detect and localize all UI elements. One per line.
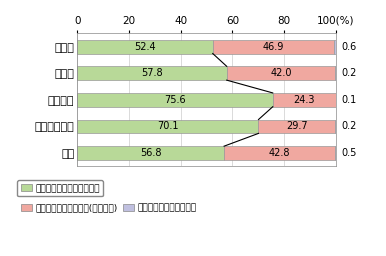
Text: 29.7: 29.7 [286, 121, 308, 132]
Legend: インターネット接続率(高速以外), インターネット未接続率: インターネット接続率(高速以外), インターネット未接続率 [17, 200, 200, 216]
Text: 0.2: 0.2 [341, 68, 356, 78]
Text: 42.0: 42.0 [270, 68, 292, 78]
Bar [335, 146, 336, 160]
Bar [224, 146, 335, 160]
Text: 56.8: 56.8 [140, 148, 161, 158]
Bar [227, 66, 335, 80]
Bar [213, 40, 334, 54]
Text: 0.2: 0.2 [341, 121, 356, 132]
Bar [334, 40, 335, 54]
Text: 70.1: 70.1 [157, 121, 179, 132]
Text: 46.9: 46.9 [263, 41, 284, 52]
Bar [335, 66, 336, 80]
Bar [259, 120, 335, 133]
Bar [77, 146, 224, 160]
Bar [77, 120, 259, 133]
Text: 42.8: 42.8 [269, 148, 290, 158]
Text: 0.1: 0.1 [341, 95, 356, 105]
Text: 0.5: 0.5 [341, 148, 356, 158]
Text: 24.3: 24.3 [293, 95, 315, 105]
Text: 52.4: 52.4 [134, 41, 156, 52]
Text: 57.8: 57.8 [141, 68, 163, 78]
Bar [77, 93, 273, 107]
Bar [77, 40, 213, 54]
Text: 0.6: 0.6 [341, 41, 356, 52]
Bar [273, 93, 335, 107]
Text: 75.6: 75.6 [164, 95, 186, 105]
Bar [335, 120, 336, 133]
Bar [77, 66, 227, 80]
